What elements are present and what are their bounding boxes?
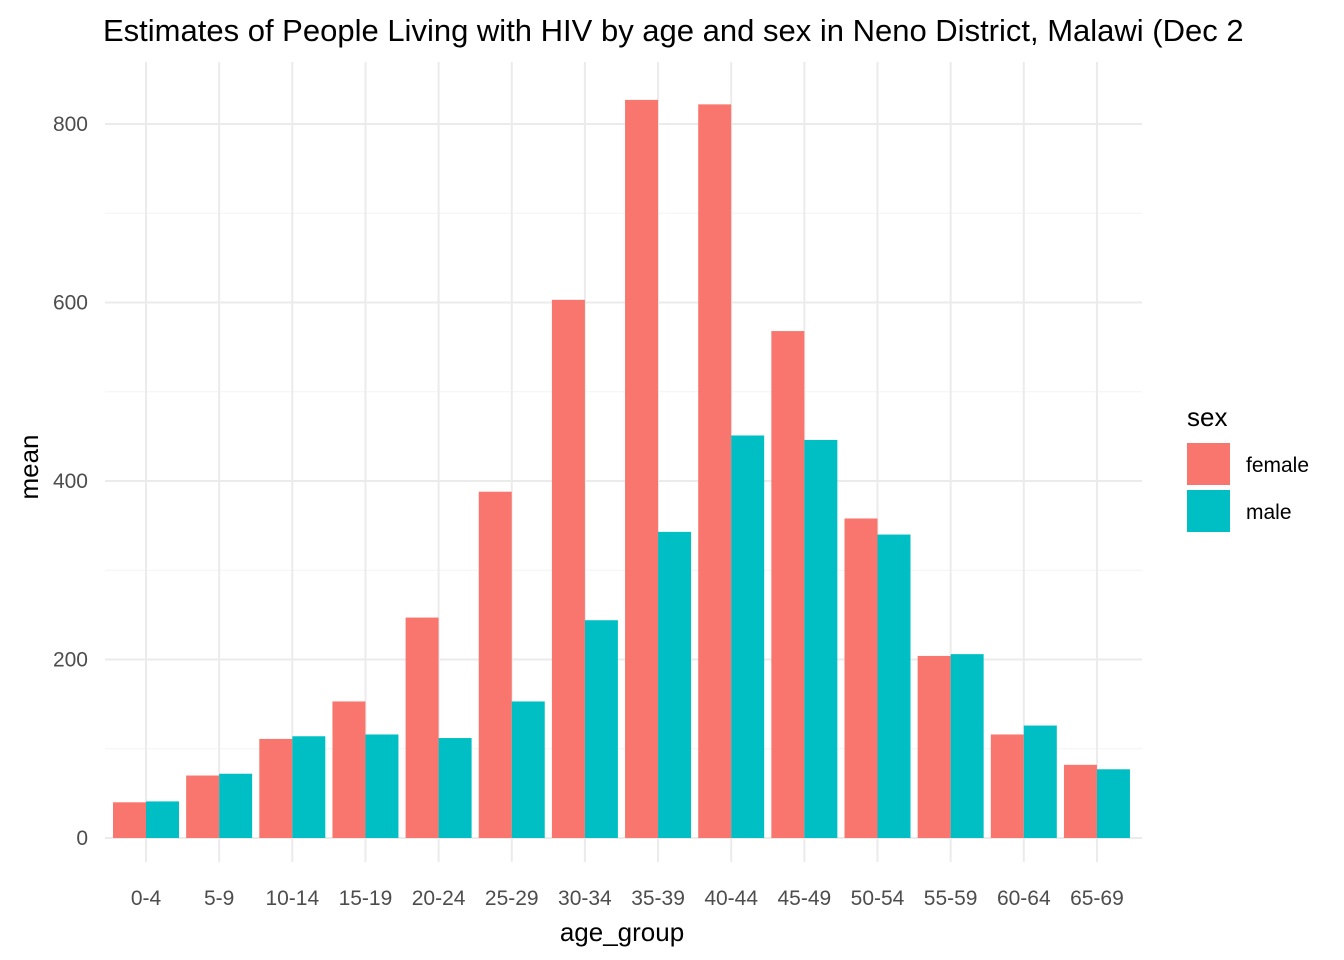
bar-female-5-9 xyxy=(186,775,220,838)
bar-female-25-29 xyxy=(478,491,512,838)
x-tick-label: 40-44 xyxy=(704,887,758,910)
x-tick-label: 35-39 xyxy=(631,887,685,910)
bar-male-45-49 xyxy=(804,439,838,838)
bar-female-55-59 xyxy=(917,655,951,838)
bar-male-5-9 xyxy=(219,773,253,838)
x-tick-label: 50-54 xyxy=(851,887,905,910)
bar-female-50-54 xyxy=(844,518,878,838)
bar-male-0-4 xyxy=(146,801,179,838)
legend-label-male: male xyxy=(1246,501,1292,524)
bar-male-25-29 xyxy=(511,701,545,838)
bar-male-55-59 xyxy=(950,654,984,838)
x-tick-label: 0-4 xyxy=(131,887,162,910)
y-axis-title: mean xyxy=(14,434,44,499)
bar-female-30-34 xyxy=(551,299,585,838)
x-tick-label: 55-59 xyxy=(924,887,978,910)
x-tick-label: 45-49 xyxy=(777,887,831,910)
x-tick-label: 65-69 xyxy=(1070,887,1124,910)
x-axis-title: age_group xyxy=(560,917,684,947)
legend-key-female xyxy=(1187,443,1230,485)
bar-female-10-14 xyxy=(259,738,293,838)
bar-male-10-14 xyxy=(292,736,326,838)
bar-male-40-44 xyxy=(731,435,765,838)
bar-male-15-19 xyxy=(365,734,399,838)
x-tick-label: 15-19 xyxy=(339,887,393,910)
bar-female-15-19 xyxy=(332,701,366,838)
bar-female-45-49 xyxy=(771,331,805,838)
bar-male-30-34 xyxy=(584,620,618,838)
legend-title: sex xyxy=(1187,402,1227,432)
bar-female-40-44 xyxy=(698,104,732,839)
y-tick-labels: 0 200 400 600 800 xyxy=(53,113,88,850)
bar-male-20-24 xyxy=(438,738,472,838)
legend: sex female male xyxy=(1187,402,1309,532)
x-tick-label: 30-34 xyxy=(558,887,612,910)
bar-male-35-39 xyxy=(658,531,692,838)
y-tick-label: 600 xyxy=(53,292,88,315)
y-tick-label: 200 xyxy=(53,649,88,672)
bars xyxy=(113,99,1130,839)
legend-label-female: female xyxy=(1246,454,1309,477)
bar-male-50-54 xyxy=(877,534,911,838)
bar-female-20-24 xyxy=(405,617,439,838)
bar-male-60-64 xyxy=(1023,725,1057,838)
legend-key-male xyxy=(1187,490,1230,532)
bar-female-0-4 xyxy=(113,802,146,838)
bar-female-60-64 xyxy=(990,734,1024,838)
x-tick-label: 25-29 xyxy=(485,887,539,910)
chart-title: Estimates of People Living with HIV by a… xyxy=(103,13,1244,48)
bar-female-65-69 xyxy=(1063,764,1097,838)
x-tick-label: 10-14 xyxy=(265,887,319,910)
y-tick-label: 0 xyxy=(76,827,88,850)
x-tick-label: 5-9 xyxy=(204,887,234,910)
y-tick-label: 800 xyxy=(53,113,88,136)
x-tick-label: 60-64 xyxy=(997,887,1051,910)
bar-male-65-69 xyxy=(1096,769,1130,838)
bar-female-35-39 xyxy=(625,99,659,839)
y-tick-label: 400 xyxy=(53,470,88,493)
x-tick-label: 20-24 xyxy=(412,887,466,910)
x-tick-labels: 0-4 5-9 10-14 15-19 20-24 25-29 30-34 35-39 40-4… xyxy=(131,887,1124,910)
